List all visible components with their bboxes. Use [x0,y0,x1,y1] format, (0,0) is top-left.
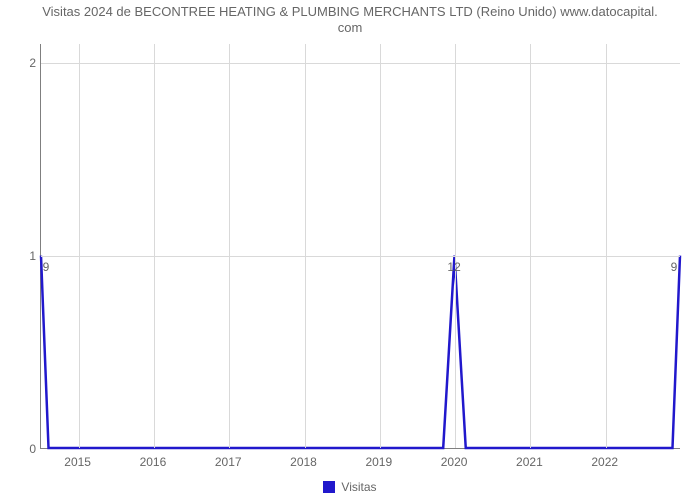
y-tick-label: 0 [22,442,36,456]
hgrid [41,63,680,64]
point-label: 12 [447,260,460,274]
point-label: 9 [43,260,50,274]
vgrid [606,44,607,448]
vgrid [305,44,306,448]
y-tick-label: 1 [22,249,36,263]
visits-chart: Visitas 2024 de BECONTREE HEATING & PLUM… [0,0,700,500]
x-tick-label: 2021 [516,455,543,469]
legend: Visitas [0,480,700,494]
vgrid [380,44,381,448]
chart-title-line2: com [338,20,363,35]
x-tick-label: 2019 [365,455,392,469]
x-tick-label: 2018 [290,455,317,469]
x-tick-label: 2015 [64,455,91,469]
legend-label: Visitas [341,480,376,494]
x-tick-label: 2016 [140,455,167,469]
hgrid [41,256,680,257]
y-tick-label: 2 [22,56,36,70]
plot-area [40,44,680,449]
chart-title-line1: Visitas 2024 de BECONTREE HEATING & PLUM… [42,4,658,19]
vgrid [154,44,155,448]
x-tick-label: 2020 [441,455,468,469]
point-label: 9 [671,260,678,274]
vgrid [455,44,456,448]
legend-swatch [323,481,335,493]
chart-title: Visitas 2024 de BECONTREE HEATING & PLUM… [0,4,700,37]
x-tick-label: 2022 [591,455,618,469]
vgrid [229,44,230,448]
series-line [41,44,680,448]
vgrid [530,44,531,448]
vgrid [79,44,80,448]
x-tick-label: 2017 [215,455,242,469]
